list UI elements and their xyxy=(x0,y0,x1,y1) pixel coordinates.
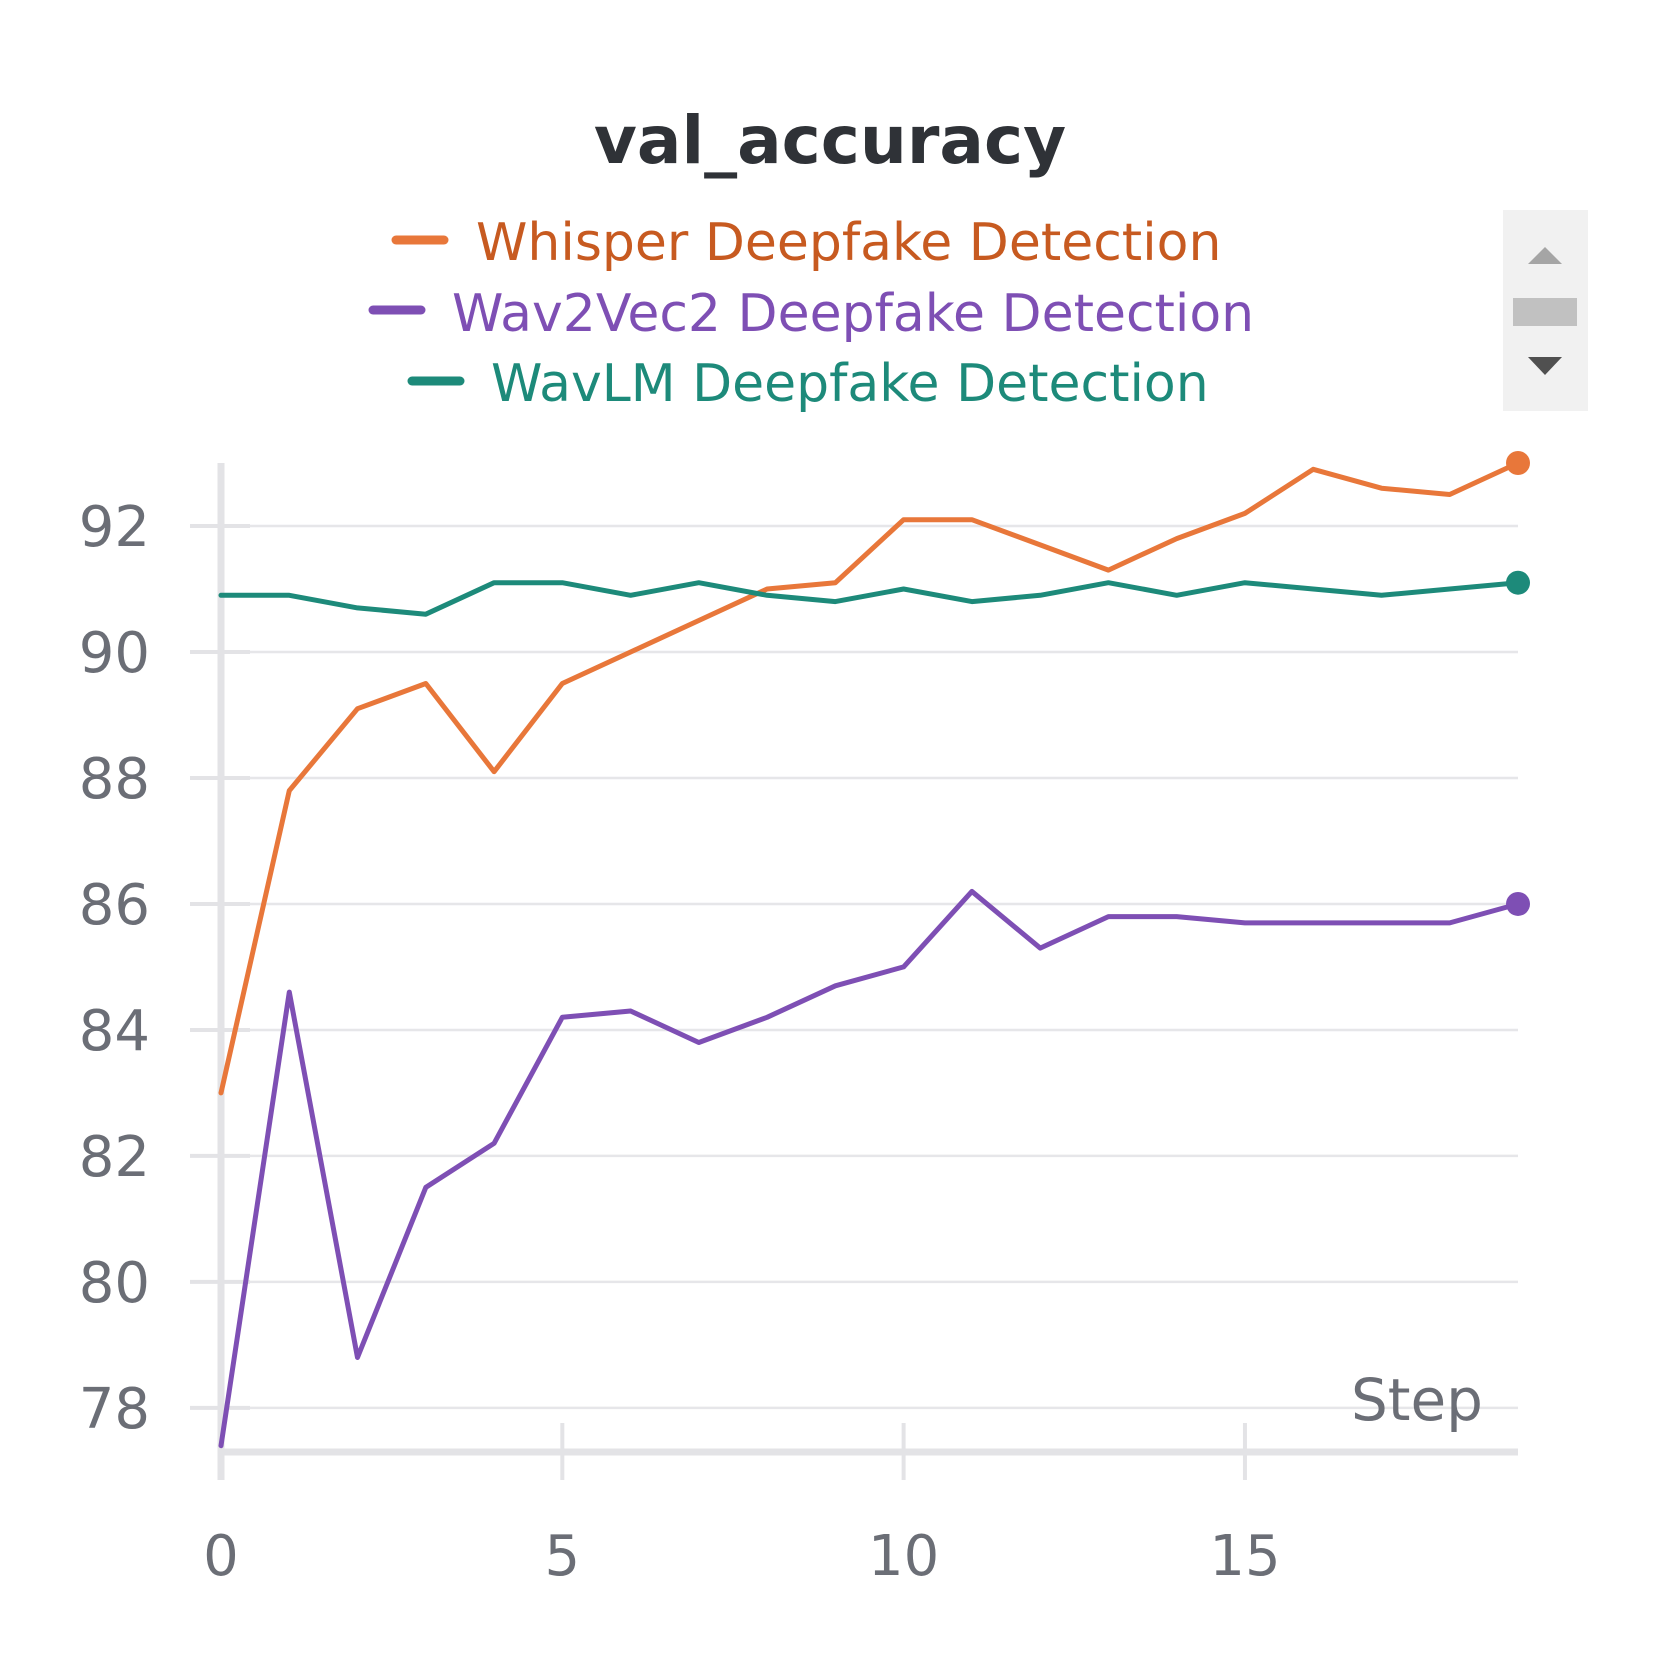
legend-item-wavlm[interactable]: WavLM Deepfake Detection xyxy=(407,354,1209,414)
series-endpoint-whisper[interactable] xyxy=(1506,451,1530,475)
x-tick-label: 5 xyxy=(544,1524,580,1589)
y-tick-label: 86 xyxy=(79,873,150,938)
x-axis-label: Step xyxy=(1351,1366,1483,1434)
series-line-wav2vec2 xyxy=(218,888,1521,1449)
legend-item-whisper[interactable]: Whisper Deepfake Detection xyxy=(391,213,1221,273)
legend-label-wavlm: WavLM Deepfake Detection xyxy=(491,354,1209,414)
series xyxy=(218,451,1530,1449)
legend-label-whisper: Whisper Deepfake Detection xyxy=(476,213,1221,273)
series-line-wavlm xyxy=(218,580,1521,617)
x-tick-label: 0 xyxy=(203,1524,239,1589)
legend-scrollbar[interactable] xyxy=(1503,210,1588,411)
series-endpoint-wav2vec2[interactable] xyxy=(1506,891,1530,916)
axes: 78 80 82 84 86 88 90 92 0 5 10 15 xyxy=(79,463,1518,1589)
y-tick-label: 78 xyxy=(79,1377,150,1442)
grid xyxy=(221,524,1518,1410)
legend-label-wav2vec2: Wav2Vec2 Deepfake Detection xyxy=(452,284,1254,344)
x-tick-label: 10 xyxy=(868,1524,939,1589)
series-endpoint-wavlm[interactable] xyxy=(1506,570,1530,595)
triangle-up-icon[interactable] xyxy=(1528,247,1562,264)
y-tick-label: 92 xyxy=(79,495,150,560)
y-tick-label: 80 xyxy=(79,1251,150,1316)
chart-title: val_accuracy xyxy=(594,102,1066,179)
legend-scroll-thumb[interactable] xyxy=(1513,298,1577,326)
legend: Whisper Deepfake Detection Wav2Vec2 Deep… xyxy=(368,210,1588,414)
y-tick-label: 90 xyxy=(79,621,150,686)
triangle-down-icon[interactable] xyxy=(1528,357,1562,375)
legend-item-wav2vec2[interactable]: Wav2Vec2 Deepfake Detection xyxy=(368,284,1254,344)
x-tick-label: 15 xyxy=(1209,1524,1280,1589)
series-line-whisper xyxy=(218,460,1521,1096)
y-tick-label: 88 xyxy=(79,747,150,812)
y-tick-label: 82 xyxy=(79,1125,150,1190)
y-tick-label: 84 xyxy=(79,999,150,1064)
